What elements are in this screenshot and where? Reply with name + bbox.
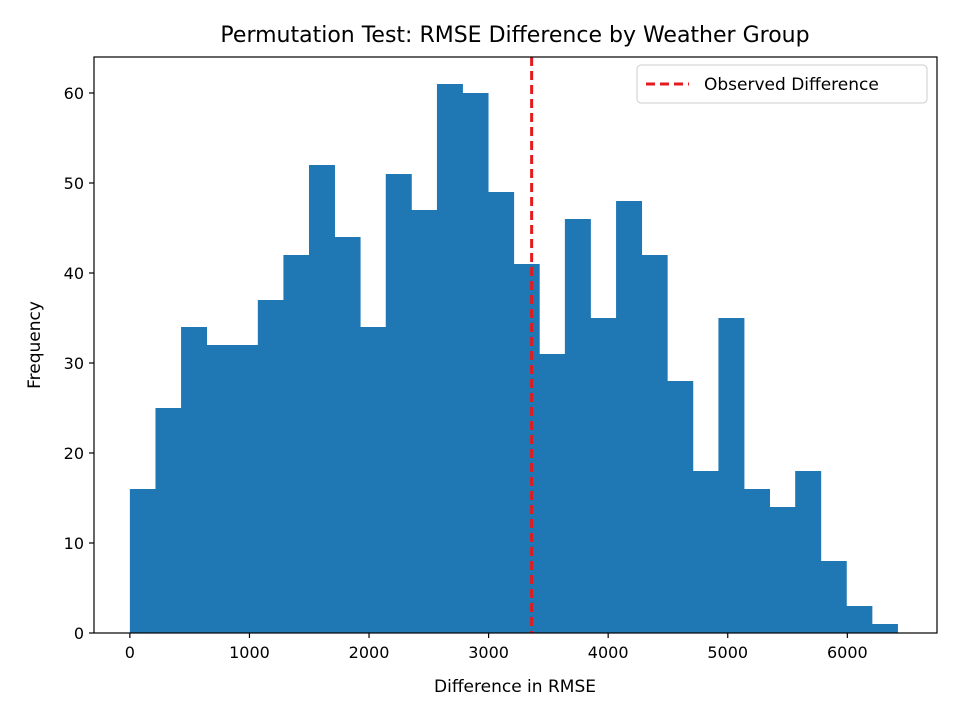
histogram-bar xyxy=(642,255,668,633)
legend: Observed Difference xyxy=(637,65,927,103)
histogram-bar xyxy=(514,264,540,633)
y-axis: 0 10 20 30 40 50 60 xyxy=(64,84,94,643)
legend-label: Observed Difference xyxy=(704,75,879,95)
y-tick-label: 40 xyxy=(64,264,84,283)
histogram-bar xyxy=(565,219,591,633)
histogram-bar xyxy=(207,345,233,633)
histogram-bar xyxy=(667,381,693,633)
y-tick-label: 50 xyxy=(64,174,84,193)
x-tick-label: 3000 xyxy=(468,643,509,662)
x-tick-label: 4000 xyxy=(588,643,629,662)
histogram-bar xyxy=(232,345,258,633)
histogram-bar xyxy=(155,408,181,633)
chart-title: Permutation Test: RMSE Difference by Wea… xyxy=(220,23,809,48)
histogram-bar xyxy=(590,318,616,633)
y-tick-label: 30 xyxy=(64,354,84,373)
x-tick-label: 2000 xyxy=(349,643,390,662)
histogram-bar xyxy=(283,255,309,633)
x-axis: 0 1000 2000 3000 4000 5000 6000 xyxy=(125,633,868,662)
histogram-bar xyxy=(539,354,565,633)
histogram-bar xyxy=(386,174,412,633)
histogram-bar xyxy=(693,471,719,633)
histogram-bar xyxy=(872,624,898,633)
histogram-bar xyxy=(181,327,207,633)
histogram-bar xyxy=(437,84,463,633)
histogram-bar xyxy=(616,201,642,633)
bars-group xyxy=(130,84,898,633)
y-tick-label: 0 xyxy=(74,624,84,643)
histogram-bar xyxy=(795,471,821,633)
histogram-bar xyxy=(846,606,872,633)
histogram-bar xyxy=(130,489,156,633)
histogram-bar xyxy=(463,93,489,633)
histogram-bar xyxy=(411,210,437,633)
histogram-bar xyxy=(309,165,335,633)
histogram-bar xyxy=(744,489,770,633)
x-tick-label: 6000 xyxy=(827,643,868,662)
y-tick-label: 10 xyxy=(64,534,84,553)
y-axis-title: Frequency xyxy=(25,301,45,389)
histogram-bar xyxy=(770,507,796,633)
histogram-bar xyxy=(488,192,514,633)
x-tick-label: 0 xyxy=(125,643,135,662)
histogram-bar xyxy=(258,300,284,633)
x-axis-title: Difference in RMSE xyxy=(434,677,596,697)
y-tick-label: 20 xyxy=(64,444,84,463)
x-tick-label: 5000 xyxy=(707,643,748,662)
x-tick-label: 1000 xyxy=(229,643,270,662)
histogram-bar xyxy=(718,318,744,633)
histogram-bar xyxy=(360,327,386,633)
y-tick-label: 60 xyxy=(64,84,84,103)
histogram-bar xyxy=(335,237,361,633)
histogram-bar xyxy=(821,561,847,633)
